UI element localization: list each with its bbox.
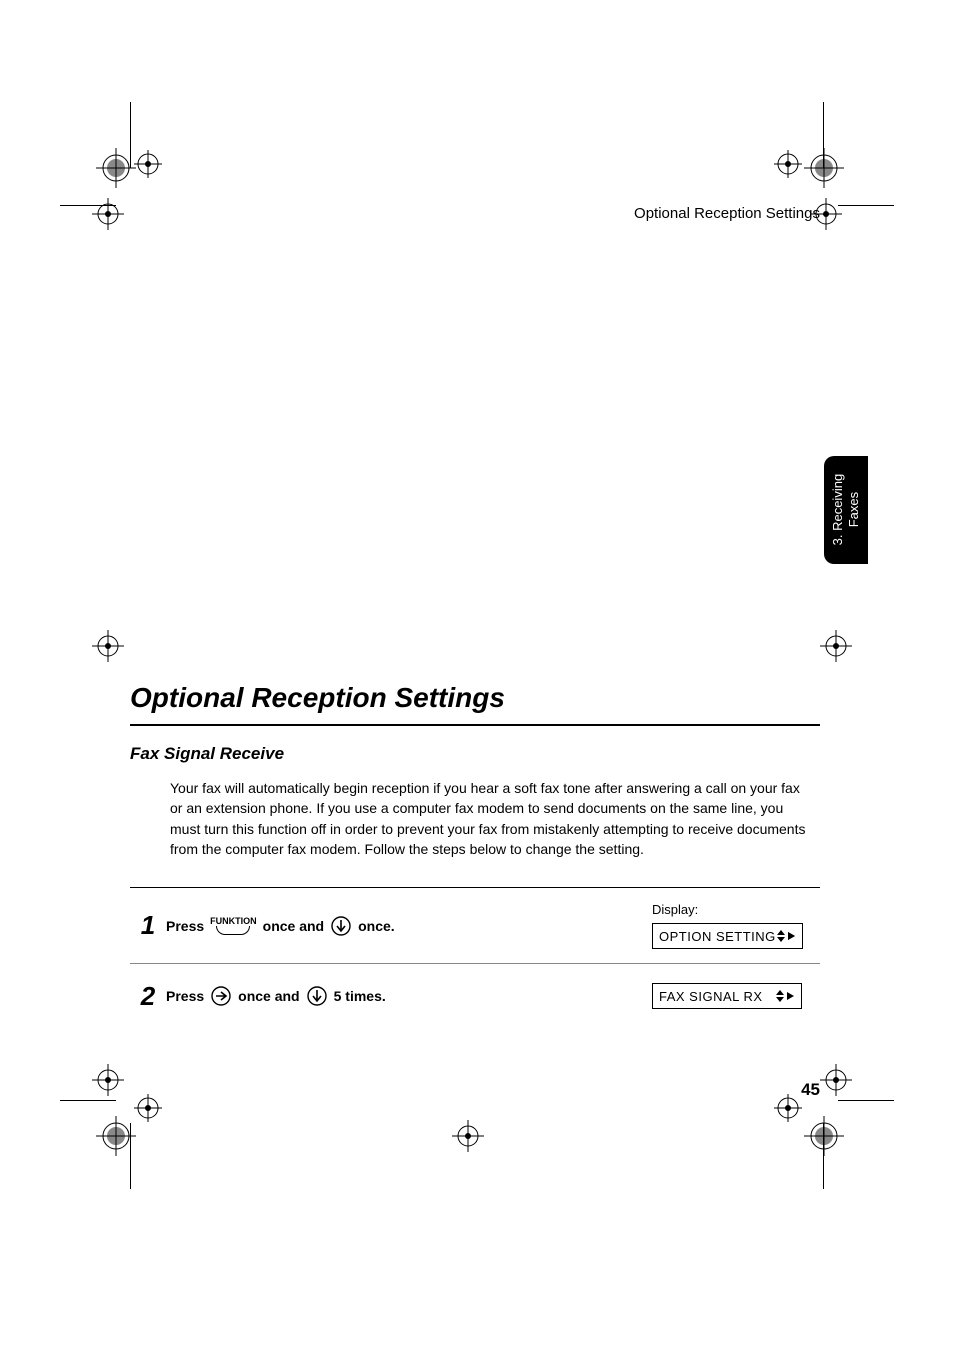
down-arrow-button-icon: [330, 915, 352, 937]
crop-mark-icon: [818, 628, 858, 668]
crop-line: [60, 205, 116, 206]
funktion-label: FUNKTION: [210, 916, 257, 926]
step-row: 2 Press once and 5 times. FAX SIGNAL RX: [130, 964, 820, 1028]
chapter-tab: 3. Receiving Faxes: [824, 456, 868, 564]
page-content: Optional Reception Settings Optional Rec…: [130, 205, 820, 1100]
running-head: Optional Reception Settings: [130, 205, 820, 222]
crop-line: [838, 1100, 894, 1101]
lcd-display: OPTION SETTING: [652, 923, 803, 949]
crop-line: [838, 205, 894, 206]
page-number: 45: [801, 1080, 820, 1100]
step-text-part: Press: [166, 988, 204, 1004]
step-text-part: Press: [166, 918, 204, 934]
display-label: Display:: [652, 902, 698, 917]
crop-mark-icon: [90, 628, 130, 668]
title-underline: [130, 724, 820, 726]
display-column: FAX SIGNAL RX: [652, 983, 820, 1009]
step-number: 1: [130, 910, 166, 941]
scroll-indicator-icon: [775, 988, 795, 1004]
chapter-tab-line2: Faxes: [846, 492, 861, 527]
section-body: Your fax will automatically begin recept…: [170, 778, 810, 859]
display-column: Display: OPTION SETTING: [652, 902, 820, 949]
steps-list: 1 Press FUNKTION once and once. Display:…: [130, 887, 820, 1028]
crop-line: [130, 102, 131, 168]
step-row: 1 Press FUNKTION once and once. Display:…: [130, 888, 820, 964]
step-text-part: 5 times.: [334, 988, 386, 1004]
crop-mark-icon: [90, 1062, 130, 1102]
step-text-part: once and: [263, 918, 324, 934]
step-number: 2: [130, 981, 166, 1012]
funktion-button-icon: FUNKTION: [210, 916, 257, 935]
crop-mark-icon: [450, 1118, 490, 1158]
step-instruction: Press FUNKTION once and once.: [166, 915, 652, 937]
crop-line: [130, 1123, 131, 1189]
step-instruction: Press once and 5 times.: [166, 985, 652, 1007]
section-title: Optional Reception Settings: [130, 682, 820, 714]
crop-line: [823, 102, 824, 168]
lcd-display: FAX SIGNAL RX: [652, 983, 802, 1009]
right-arrow-button-icon: [210, 985, 232, 1007]
crop-line: [823, 1123, 824, 1189]
step-text-part: once.: [358, 918, 395, 934]
lcd-text: OPTION SETTING: [659, 929, 776, 944]
down-arrow-button-icon: [306, 985, 328, 1007]
step-text-part: once and: [238, 988, 299, 1004]
scroll-indicator-icon: [776, 928, 796, 944]
crop-mark-icon: [818, 1062, 858, 1102]
lcd-text: FAX SIGNAL RX: [659, 989, 763, 1004]
crop-line: [60, 1100, 116, 1101]
chapter-tab-line1: 3. Receiving: [830, 474, 845, 546]
section-subhead: Fax Signal Receive: [130, 744, 820, 764]
